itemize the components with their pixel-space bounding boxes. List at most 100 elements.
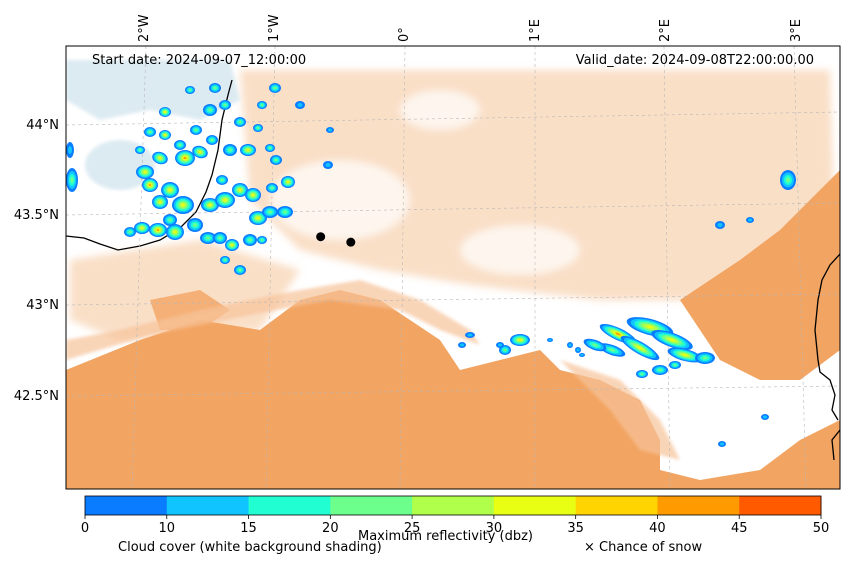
storm-cell [200,232,216,244]
storm-cell [219,100,231,110]
storm-cell [159,107,171,117]
start-date-label: Start date: 2024-09-07_12:00:00 [92,53,306,68]
markers [316,232,356,247]
storm-cell [185,86,195,94]
storm-cell [136,165,154,179]
storm-cell [245,188,261,202]
storm-cell [223,144,237,156]
graticule [66,46,840,489]
cloud-edge-shading [66,280,680,460]
storm-cell [547,338,553,342]
storm-cell [253,124,263,132]
colorbar-tick-label: 40 [649,521,666,536]
storm-cell [295,101,305,109]
storm-cell [269,83,281,93]
reflectivity-colorbar: 0 10 15 20 25 30 35 40 45 50 [81,495,830,536]
lon-label-2e: 2°E [658,19,673,42]
lon-label-1w: 1°W [267,14,282,42]
storm-cell [262,206,278,218]
storm-cell [620,335,660,361]
storm-cell [575,347,581,353]
storm-cell [66,142,74,158]
colorbar-segment [166,496,250,515]
storm-cell [142,178,158,192]
latitude-labels: 44°N 43.5°N 43°N 42.5°N [14,118,59,404]
storm-cell [124,227,136,237]
lon-label-3e: 3°E [789,19,804,42]
storm-cell [270,155,282,165]
storm-cell [66,168,78,192]
storm-cell [780,170,796,190]
storm-cell [216,175,228,185]
reflectivity-cells [66,83,796,447]
colorbar-segment [330,496,413,515]
storm-cell [172,196,194,214]
storm-cell [715,221,725,229]
storm-cell [636,370,648,378]
colorbar-tick-label: 50 [813,521,830,536]
storm-cell [159,130,171,140]
storm-cell [152,195,168,209]
storm-cell [249,211,267,225]
map-frame [65,45,841,490]
storm-cell [161,182,179,198]
storm-cell [651,330,693,350]
storm-cell [144,127,156,137]
storm-cell [243,234,257,246]
colorbar-tick-label: 25 [404,521,421,536]
storm-cell [201,198,219,212]
storm-cell [510,334,530,346]
storm-cell [203,104,217,116]
storm-cell [718,441,726,447]
storm-cell [669,361,681,369]
lon-label-1e: 1°E [528,19,543,42]
storm-cell [281,176,295,188]
storm-cell [232,183,248,197]
storm-cell [579,353,585,357]
colorbar-frame [84,495,822,516]
lat-label-42-5: 42.5°N [14,389,59,404]
storm-cell [192,145,208,159]
storm-cell [166,224,184,240]
storm-cell [277,206,293,218]
storm-cell [761,414,769,420]
storm-cell [257,101,267,109]
storm-cell [583,338,607,352]
location-marker [316,232,326,242]
storm-cell [213,232,227,244]
storm-cell [135,146,145,154]
colorbar-segment [575,496,658,515]
colorbar-segment [248,496,331,515]
colorbar-segment [85,496,168,515]
colorbar-segment [493,496,577,515]
storm-cell [240,144,256,156]
storm-cell [652,365,668,375]
storm-cell [265,144,275,152]
colorbar-tick-label: 15 [240,521,257,536]
lon-label-2w: 2°W [137,14,152,42]
clear-patches [270,90,580,275]
storm-cell [496,342,504,348]
storm-cell [206,135,218,145]
storm-cell [266,183,278,193]
light-cloud-cover [70,70,835,340]
location-marker [346,237,356,247]
storm-cell [175,150,195,166]
valid-date-label: Valid_date: 2024-09-08T22:00:00.00 [576,53,814,68]
storm-cell [257,236,267,244]
storm-cell [134,222,150,234]
storm-cell [458,342,466,348]
storm-cell [209,83,221,93]
lon-label-0: 0° [397,27,412,42]
colorbar-tick-label: 0 [81,521,89,536]
colorbar-segment [657,496,740,515]
lat-label-43: 43°N [26,298,59,313]
colorbar-title: Maximum reflectivity (dbz) [358,529,533,544]
storm-cell [695,352,715,364]
colorbar-segment [739,496,822,515]
colorbar-tick-label: 45 [731,521,748,536]
storm-cell [225,239,239,251]
storm-cell [187,218,203,232]
storm-cell [323,161,333,169]
